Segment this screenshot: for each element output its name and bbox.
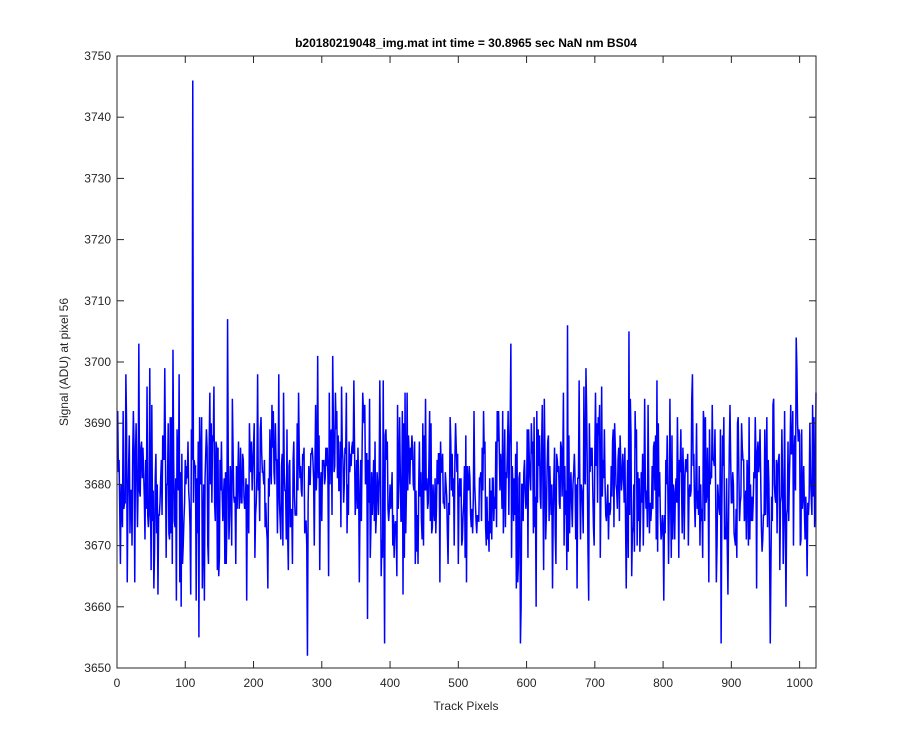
y-tick-label: 3710: [84, 294, 111, 308]
y-tick-label: 3750: [84, 49, 111, 63]
y-tick-label: 3740: [84, 110, 111, 124]
series-line: [116, 80, 817, 656]
y-tick-label: 3690: [84, 416, 111, 430]
x-tick-label: 700: [585, 676, 605, 690]
x-tick-label: 300: [312, 676, 332, 690]
x-tick-label: 800: [653, 676, 673, 690]
series-layer: [116, 80, 817, 656]
x-tick-label: 100: [175, 676, 195, 690]
x-tick-label: 200: [244, 676, 264, 690]
y-axis: 3650 3660 3670 3680 3690 3700 3710 3720 3730 3740…: [84, 49, 816, 675]
y-tick-label: 3650: [84, 661, 111, 675]
y-tick-label: 3670: [84, 539, 111, 553]
y-tick-label: 3680: [84, 477, 111, 491]
x-tick-label: 900: [721, 676, 741, 690]
y-tick-label: 3660: [84, 600, 111, 614]
x-tick-label: 400: [380, 676, 400, 690]
x-axis: 0 100 200 300 400 500 600 700 800 900 1000: [114, 56, 813, 690]
x-axis-label: Track Pixels: [434, 699, 499, 713]
x-tick-label: 600: [517, 676, 537, 690]
chart-title: b20180219048_img.mat int time = 30.8965 …: [295, 36, 637, 50]
x-tick-label: 0: [114, 676, 121, 690]
x-tick-label: 1000: [786, 676, 813, 690]
y-tick-label: 3730: [84, 171, 111, 185]
y-tick-label: 3700: [84, 355, 111, 369]
y-tick-label: 3720: [84, 233, 111, 247]
y-axis-label: Signal (ADU) at pixel 56: [57, 298, 71, 426]
x-tick-label: 500: [448, 676, 468, 690]
